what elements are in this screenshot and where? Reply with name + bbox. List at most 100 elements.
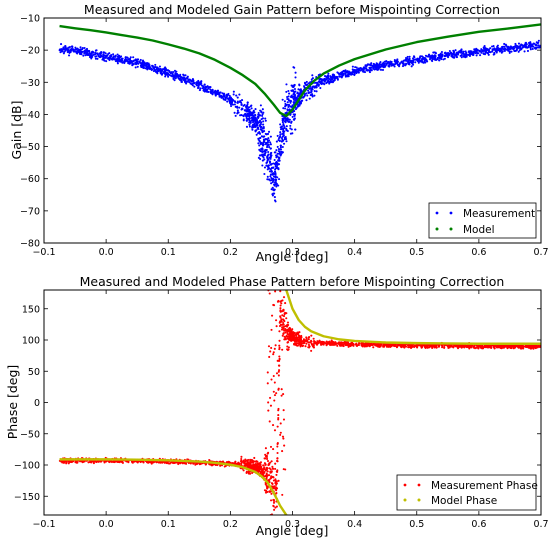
gain-measurement-point [315, 86, 318, 89]
phase-measurement-phase-point [142, 461, 145, 464]
gain-measurement-point [503, 48, 506, 51]
phase-measurement-phase-point [253, 464, 256, 467]
gain-measurement-point [90, 51, 93, 54]
phase-measurement-phase-point [268, 463, 271, 466]
phase-measurement-phase-point [515, 345, 518, 348]
gain-measurement-point [374, 64, 377, 67]
gain-measurement-point [482, 52, 485, 55]
gain-measurement-point [248, 125, 251, 128]
phase-x-tick-label: 0.6 [471, 519, 486, 530]
gain-measurement-point [112, 53, 115, 56]
phase-legend-measurement-label: Measurement Phase [431, 480, 538, 492]
gain-measurement-point [180, 80, 183, 84]
phase-x-tick-labels: −0.1 0.0 0.1 0.2 0.3 0.4 0.5 0.6 0.7 [32, 519, 548, 530]
gain-measurement-point [276, 152, 279, 155]
gain-legend-box [428, 202, 537, 239]
phase-measurement-phase-point [272, 499, 276, 503]
phase-measurement-phase-point [283, 320, 286, 323]
gain-measurement-point [357, 70, 360, 73]
gain-measurement-point [453, 54, 457, 57]
gain-measurement-point [298, 92, 301, 95]
gain-measurement-point [277, 150, 280, 153]
gain-measurement-point [240, 99, 244, 102]
phase-measurement-phase-point [285, 317, 288, 320]
gain-measurement-point [343, 70, 346, 73]
gain-measurement-point [229, 99, 233, 102]
gain-measurement-point [413, 56, 416, 59]
gain-measurement-point [370, 64, 373, 67]
phase-measurement-phase-point [282, 393, 285, 396]
phase-measurement-phase-point [494, 344, 497, 347]
gain-measurement-point [411, 61, 414, 64]
gain-measurement-point [209, 91, 212, 94]
gain-measurement-point [336, 78, 339, 81]
gain-measurement-point [246, 103, 249, 106]
gain-measurement-point [256, 127, 259, 130]
gain-measurement-point [238, 106, 241, 109]
gain-measurement-point [255, 133, 258, 136]
phase-measurement-phase-point [279, 290, 282, 293]
gain-measurement-point [234, 114, 237, 117]
phase-measurement-phase-point [281, 348, 284, 351]
phase-measurement-phase-point [280, 394, 283, 397]
gain-measurement-point [331, 81, 334, 84]
gain-measurement-point [266, 132, 270, 135]
gain-measurement-point [381, 68, 385, 72]
gain-measurement-point [60, 43, 63, 46]
gain-measurement-point [232, 93, 235, 96]
phase-measurement-phase-point [247, 472, 250, 475]
gain-plot-marks [58, 23, 541, 203]
gain-measurement-point [370, 62, 373, 65]
phase-measurement-phase-point [488, 346, 491, 349]
gain-measurement-point [280, 126, 283, 129]
gain-measurement-point [509, 45, 512, 48]
gain-measurement-point [435, 58, 438, 62]
phase-measurement-phase-point [407, 346, 410, 349]
phase-measurement-phase-point [438, 344, 441, 347]
gain-measurement-point [518, 49, 521, 52]
gain-y-tick-label: −30 [20, 78, 40, 89]
phase-measurement-phase-point [242, 460, 245, 464]
gain-measurement-point [236, 101, 239, 104]
gain-measurement-point [279, 133, 282, 136]
phase-measurement-phase-point [279, 307, 282, 310]
gain-measurement-point [351, 65, 354, 68]
phase-measurement-phase-point [295, 343, 298, 346]
gain-measurement-point [250, 107, 253, 110]
gain-measurement-point [299, 101, 303, 104]
gain-measurement-point [147, 64, 150, 67]
gain-measurement-point [484, 50, 487, 53]
gain-measurement-point [271, 186, 274, 189]
gain-measurement-point [290, 128, 293, 131]
gain-measurement-point [328, 80, 331, 83]
phase-measurement-phase-point [489, 346, 492, 349]
gain-measurement-point [283, 100, 286, 103]
gain-measurement-point [309, 87, 313, 90]
gain-measurement-point [66, 50, 69, 54]
phase-measurement-phase-point [286, 330, 289, 334]
gain-measurement-point [537, 39, 540, 42]
gain-measurement-point [424, 58, 427, 61]
phase-measurement-phase-point [262, 472, 265, 475]
gain-measurement-point [527, 46, 530, 49]
gain-measurement-point [297, 105, 300, 108]
gain-measurement-point [289, 95, 293, 98]
gain-measurement-point [121, 61, 124, 64]
phase-measurement-phase-point [357, 342, 361, 345]
gain-measurement-point [211, 93, 214, 96]
phase-measurement-phase-point [168, 462, 171, 465]
gain-measurement-point [94, 51, 97, 54]
gain-measurement-point [260, 111, 263, 114]
gain-measurement-point [110, 58, 113, 61]
gain-measurement-point [82, 54, 85, 57]
phase-measurement-phase-point [282, 315, 286, 318]
gain-measurement-point [145, 64, 148, 67]
gain-measurement-point [367, 63, 370, 66]
gain-measurement-point [395, 60, 398, 63]
gain-measurement-point [141, 66, 144, 69]
gain-measurement-point [287, 95, 290, 98]
gain-y-tick-label: −40 [20, 110, 40, 121]
gain-measurement-point [387, 61, 390, 64]
gain-measurement-point [287, 89, 290, 93]
phase-measurement-phase-point [372, 343, 375, 346]
